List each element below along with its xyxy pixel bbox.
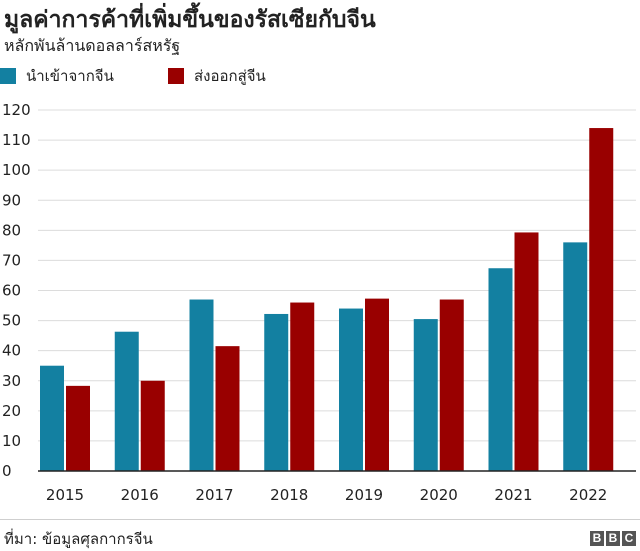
y-tick-label: 100 [2,161,31,179]
y-tick-label: 70 [2,251,21,269]
legend-label-imports: นำเข้าจากจีน [26,67,114,85]
bar-imports [114,331,139,471]
y-tick-label: 20 [2,402,21,420]
legend: นำเข้าจากจีน ส่งออกสู่จีน [0,64,640,88]
footer-divider [0,519,640,520]
x-tick-label: 2022 [569,486,607,504]
legend-item-imports: นำเข้าจากจีน [0,64,114,88]
bar-imports [339,308,363,471]
legend-item-exports: ส่งออกสู่จีน [168,64,266,88]
source-note: ที่มา: ข้อมูลศุลกากรจีน [4,530,153,548]
bar-imports [413,319,438,471]
legend-swatch-exports [168,68,184,84]
y-tick-label: 120 [2,101,31,119]
x-tick-label: 2020 [420,486,458,504]
x-tick-label: 2018 [270,486,308,504]
bar-exports [215,346,240,471]
bar-imports [189,299,214,471]
y-tick-label: 30 [2,372,21,390]
x-tick-label: 2016 [121,486,159,504]
y-tick-label: 0 [2,462,12,480]
chart-title: มูลค่าการค้าที่เพิ่มขึ้นของรัสเซียกับจีน [4,7,376,33]
bar-exports [589,128,614,472]
bar-imports [488,268,513,471]
x-tick-label: 2021 [494,486,532,504]
legend-label-exports: ส่งออกสู่จีน [194,67,266,85]
bar-imports [563,242,588,471]
y-tick-label: 110 [2,131,31,149]
y-tick-label: 50 [2,312,21,330]
bar-exports [140,380,165,471]
bar-imports [264,313,289,471]
chart-subtitle: หลักพันล้านดอลลาร์สหรัฐ [4,36,181,55]
y-tick-label: 60 [2,282,21,300]
bar-exports [365,298,389,471]
y-tick-label: 80 [2,221,21,239]
bar-exports [66,385,90,471]
y-tick-label: 10 [2,432,21,450]
x-tick-label: 2017 [195,486,233,504]
legend-swatch-imports [0,68,16,84]
bar-imports [40,365,64,471]
x-tick-label: 2019 [345,486,383,504]
bar-exports [290,302,315,471]
x-tick-label: 2015 [46,486,84,504]
y-tick-label: 40 [2,342,21,360]
bar-exports [514,232,539,471]
bar-exports [439,299,464,471]
y-tick-label: 90 [2,191,21,209]
